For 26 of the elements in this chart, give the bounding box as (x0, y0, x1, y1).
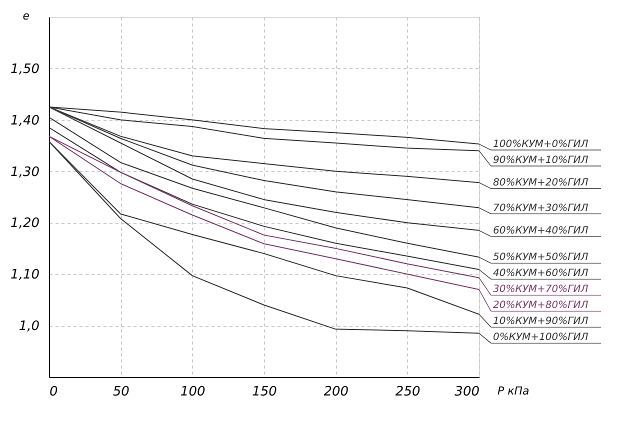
y-tick-label: 1,50 (10, 62, 40, 77)
legend-label: 50%КУМ+50%ГИЛ (493, 252, 589, 264)
legend-label: 80%КУМ+20%ГИЛ (493, 178, 589, 189)
y-axis-title: e (22, 10, 30, 22)
legend-label: 100%КУМ+0%ГИЛ (493, 139, 589, 150)
y-tick-label: 1,40 (10, 113, 40, 128)
legend-label: 10%КУМ+90%ГИЛ (493, 316, 589, 328)
x-tick-label: 250 (395, 384, 420, 400)
y-tick-label: 1,30 (10, 164, 40, 180)
x-tick-label: 0 (50, 384, 58, 400)
x-tick-label: 300 (454, 384, 480, 400)
legend-label: 30%КУМ+70%ГИЛ (493, 284, 589, 296)
x-tick-label: 150 (252, 384, 277, 400)
y-tick-label: 1,20 (10, 216, 40, 232)
legend-label: 0%КУМ+100%ГИЛ (493, 332, 589, 344)
legend-label: 60%КУМ+40%ГИЛ (493, 225, 589, 236)
legend-label: 70%КУМ+30%ГИЛ (493, 202, 589, 214)
y-tick-label: 1,10 (10, 268, 40, 283)
legend-label: 20%КУМ+80%ГИЛ (493, 300, 589, 312)
x-tick-label: 50 (112, 384, 130, 400)
y-tick-label: 1,0 (18, 319, 40, 334)
legend-label: 90%КУМ+10%ГИЛ (493, 155, 589, 166)
legend-label: 40%КУМ+60%ГИЛ (493, 268, 589, 280)
x-tick-label: 200 (324, 384, 349, 400)
x-tick-label: 100 (180, 384, 206, 400)
x-axis-title: P кПа (498, 384, 530, 398)
